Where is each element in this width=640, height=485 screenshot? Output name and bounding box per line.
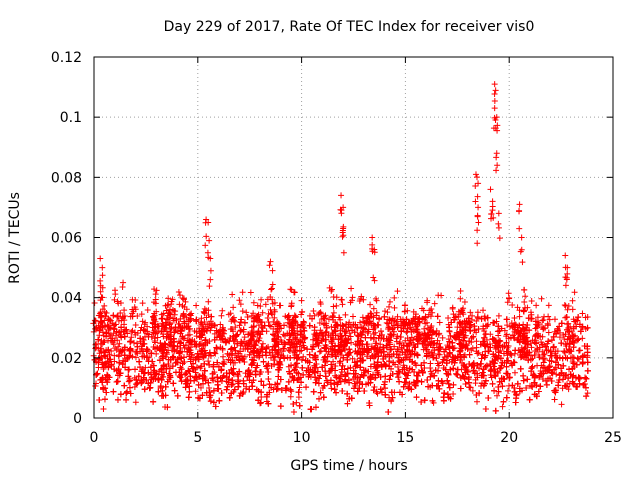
- chart-title: Day 229 of 2017, Rate Of TEC Index for r…: [164, 19, 535, 35]
